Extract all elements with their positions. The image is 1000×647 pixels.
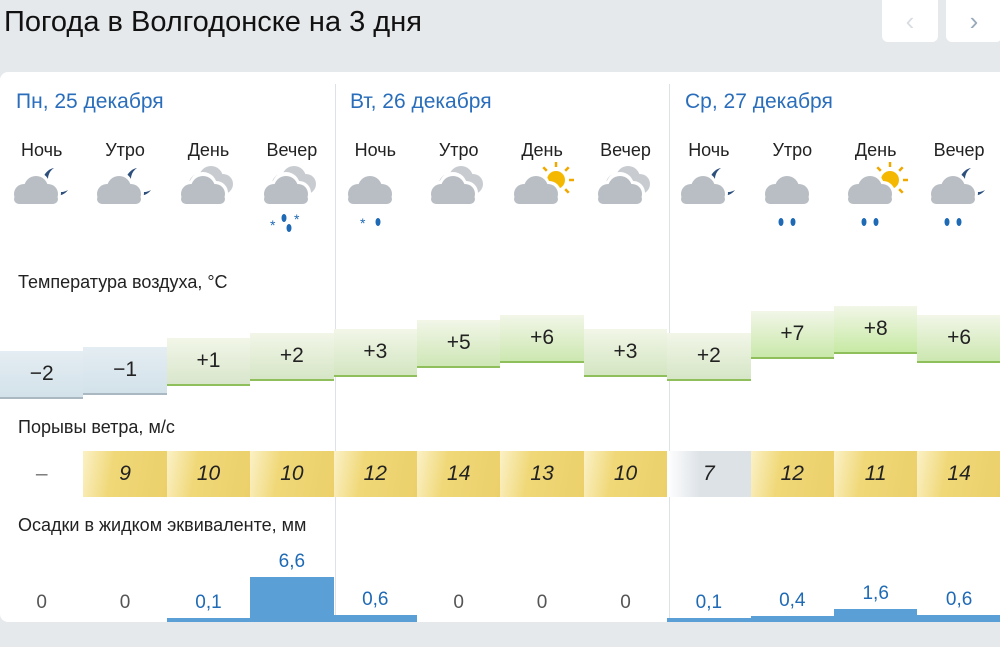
temp-cell: +2 [667,333,751,381]
next-button[interactable]: › [946,0,1000,42]
precip-bar [667,618,751,622]
temp-cell: +7 [750,310,834,359]
precip-value: 1,6 [862,582,889,604]
period-label: Утро [105,140,145,160]
precip-value: 0 [536,592,548,613]
day-header: Пн, 25 декабря [16,90,164,113]
wind-cell: 10 [583,451,668,497]
period-label: День [521,140,563,160]
wind-cell: 14 [917,451,1000,497]
temp-cell: +6 [500,315,584,363]
svg-text:*: * [360,215,366,231]
svg-text:*: * [294,211,300,227]
precip-bar [166,618,251,622]
temp-cell: +1 [166,337,251,386]
overcast-weather-icon [173,162,256,247]
wind-cell: – [0,451,84,497]
day-header: Ср, 27 декабря [685,90,833,113]
precip-bar [834,608,918,622]
cloudy-moon-rain-weather-icon [923,162,1000,247]
wind-cell: 11 [834,451,918,497]
period-label: Вечер [933,140,985,160]
period-label: Ночь [354,140,396,160]
wind-cell: 14 [417,451,501,497]
temp-cell: +6 [917,315,1000,363]
precip-value: 0,6 [362,589,389,611]
overcast-weather-icon [590,162,673,247]
wind-cell: 13 [500,451,584,497]
precip-value: 0 [453,592,464,613]
period-label: Вечер [600,140,651,160]
wind-cell: 12 [750,451,834,497]
overcast-weather-icon [423,162,506,247]
cloudy-moon-weather-icon [673,162,756,247]
temp-cell: +8 [834,306,918,354]
precip-bar [917,615,1000,622]
wind-cell: 10 [250,451,334,497]
precip-bar [750,616,834,622]
temp-label: Температура воздуха, °C [18,272,228,292]
cloudy-moon-weather-icon [89,162,172,247]
precip-value: 0 [36,592,47,613]
cloudy-sun-rain-weather-icon [840,162,923,247]
precip-value: 0,4 [779,590,806,612]
cloudy-moon-weather-icon [6,162,89,247]
precip-value: 0 [119,592,131,613]
wind-cell: 9 [83,451,167,497]
overcast-snow-rain-weather-icon: * * [256,162,339,247]
temp-cell: +5 [417,319,501,368]
day-header: Вт, 26 декабря [350,90,492,113]
period-label: Вечер [266,140,318,160]
wind-cell: 7 [667,451,751,497]
period-label: Утро [772,140,813,160]
precip-value: 0,6 [945,589,973,611]
period-label: Утро [438,140,479,160]
period-label: День [187,140,230,160]
cloudy-snow-weather-icon: * [340,162,423,247]
period-label: Ночь [688,140,730,160]
precip-bar [250,577,334,622]
temp-cell: −2 [0,351,84,399]
temp-cell: −1 [83,346,167,395]
precip-label: Осадки в жидком эквиваленте, мм [18,515,307,535]
period-label: Ночь [21,140,63,160]
temp-cell: +3 [583,328,668,377]
temp-cell: +2 [250,333,334,381]
wind-cell: 12 [333,451,417,497]
temp-cell: +3 [333,328,417,377]
precip-value: 0,1 [695,592,723,614]
period-label: День [854,140,897,160]
wind-label: Порывы ветра, м/с [18,417,175,437]
precip-value: 0,1 [195,592,222,614]
page-title: Погода в Волгодонске на 3 дня [4,6,422,38]
precip-value: 6,6 [278,551,306,572]
forecast-card: Пн, 25 декабря Вт, 26 декабря Ср, 27 дек… [0,72,1000,622]
precip-value: 0 [620,592,631,613]
svg-text:*: * [270,217,276,233]
wind-cell: 10 [166,451,251,497]
prev-button[interactable]: ‹ [882,0,938,42]
precip-bar [333,615,417,622]
partly-cloudy-sun-weather-icon [506,162,589,247]
cloudy-rain-weather-icon [757,162,840,247]
